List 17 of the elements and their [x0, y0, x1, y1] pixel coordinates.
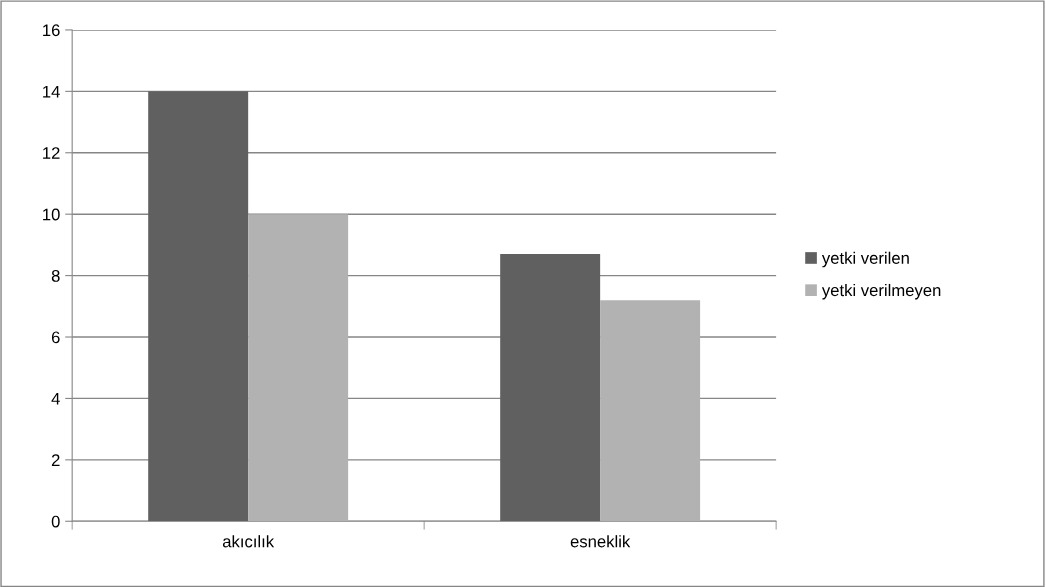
y-tick-label: 2	[51, 454, 60, 466]
legend-label: yetki verilen	[821, 251, 909, 268]
bar	[148, 91, 249, 522]
y-tick-label: 16	[43, 24, 60, 37]
bar	[500, 254, 601, 522]
y-tick-label: 6	[51, 331, 60, 344]
y-tick-label: 8	[51, 270, 60, 282]
y-tick-label: 4	[51, 393, 60, 405]
y-tick-label: 10	[43, 208, 60, 221]
x-tick-label: esneklik	[570, 535, 631, 548]
legend-label: yetki verilmeyen	[821, 283, 941, 300]
y-tick-label: 0	[51, 515, 60, 528]
x-tick-label: akıcılık	[222, 535, 275, 548]
bar	[248, 214, 349, 522]
y-tick-label: 12	[43, 147, 60, 159]
y-tick-label: 14	[43, 85, 60, 98]
bar	[600, 300, 701, 522]
